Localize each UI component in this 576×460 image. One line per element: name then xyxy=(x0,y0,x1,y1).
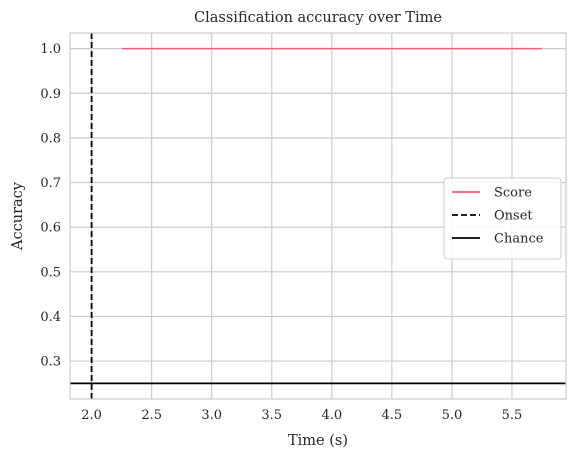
y-axis-label: Accuracy xyxy=(10,181,26,251)
x-tick-labels: 2.0 2.5 3.0 3.5 4.0 4.5 5.0 5.5 xyxy=(81,408,522,423)
x-tick-label: 4.0 xyxy=(321,408,342,423)
chart-title: Classification accuracy over Time xyxy=(194,10,442,26)
x-tick-label: 5.5 xyxy=(502,408,523,423)
legend-label: Score xyxy=(494,186,532,201)
x-tick-label: 4.5 xyxy=(382,408,403,423)
legend-label: Onset xyxy=(494,209,533,224)
legend-label: Chance xyxy=(494,232,544,247)
x-tick-label: 2.0 xyxy=(81,408,102,423)
y-tick-label: 0.9 xyxy=(40,87,61,102)
x-tick-label: 3.0 xyxy=(201,408,222,423)
legend: Score Onset Chance xyxy=(443,177,562,260)
y-tick-label: 0.4 xyxy=(40,310,61,325)
x-tick-label: 5.0 xyxy=(442,408,463,423)
x-axis-label: Time (s) xyxy=(288,433,348,449)
y-tick-label: 0.3 xyxy=(40,355,61,370)
reference-lines xyxy=(70,33,566,399)
plot-frame xyxy=(69,32,567,400)
y-tick-label: 1.0 xyxy=(40,42,61,57)
y-tick-label: 0.6 xyxy=(40,221,61,236)
x-tick-label: 3.5 xyxy=(261,408,282,423)
y-tick-labels: 0.3 0.4 0.5 0.6 0.7 0.8 0.9 1.0 xyxy=(40,42,61,369)
y-tick-label: 0.5 xyxy=(40,265,61,280)
x-tick-label: 2.5 xyxy=(141,408,162,423)
y-tick-label: 0.7 xyxy=(40,176,61,191)
y-tick-label: 0.8 xyxy=(40,131,61,146)
